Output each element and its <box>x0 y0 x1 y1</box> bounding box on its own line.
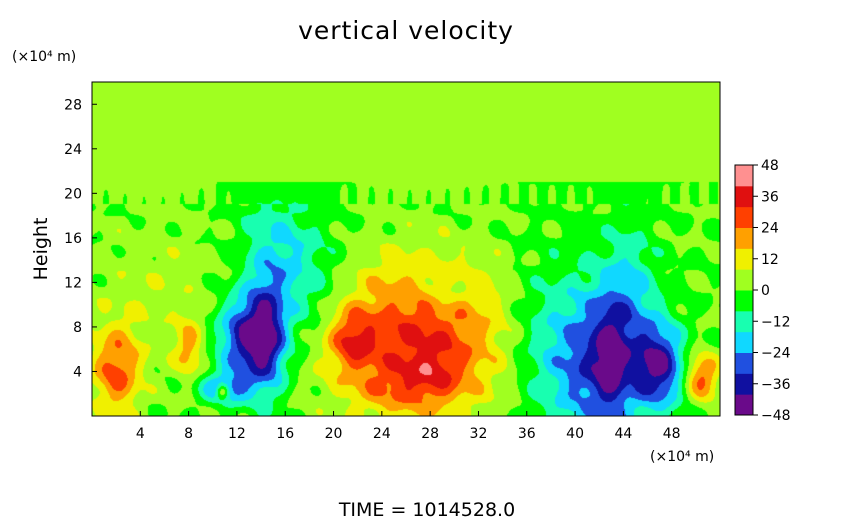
colorbar-label: −24 <box>761 346 791 362</box>
x-tick-label: 36 <box>518 426 536 442</box>
colorbar-swatch <box>735 373 753 395</box>
colorbar-label: 24 <box>761 221 779 237</box>
x-tick-label: 4 <box>136 426 145 442</box>
colorbar-swatch <box>735 185 753 208</box>
colorbar-swatch <box>735 269 753 291</box>
colorbar-swatch <box>735 394 753 416</box>
x-tick-label: 48 <box>663 426 681 442</box>
y-tick-label: 24 <box>64 142 82 158</box>
x-tick-label: 44 <box>614 426 632 442</box>
colorbar-swatch <box>735 331 753 353</box>
x-tick-label: 12 <box>228 426 246 442</box>
x-tick-label: 28 <box>421 426 439 442</box>
x-tick-label: 16 <box>276 426 294 442</box>
x-tick-label: 24 <box>373 426 391 442</box>
colorbar-label: 12 <box>761 252 779 268</box>
x-tick-label: 40 <box>566 426 584 442</box>
y-tick-label: 8 <box>73 320 82 336</box>
y-units-label: (×10⁴ m) <box>12 49 76 65</box>
colorbar-swatch <box>735 206 753 228</box>
x-tick-label: 8 <box>184 426 193 442</box>
plot-frame <box>91 81 721 417</box>
colorbar-swatch <box>735 290 753 312</box>
colorbar-swatch <box>735 352 753 374</box>
heatmap-field <box>92 82 720 416</box>
y-axis-label: Height <box>30 218 52 281</box>
x-units-label: (×10⁴ m) <box>650 449 714 465</box>
colorbar: 48 36 24 12 0 −12 −24 −36 −48 <box>734 158 791 424</box>
colorbar-label: 0 <box>761 283 770 299</box>
y-tick-label: 16 <box>64 231 82 247</box>
y-tick-label: 12 <box>64 275 82 291</box>
colorbar-label: −12 <box>761 314 791 330</box>
chart-title: vertical velocity <box>298 16 514 45</box>
x-axis: 4 8 12 16 20 24 28 32 36 40 44 48 <box>136 411 681 442</box>
colorbar-swatch <box>735 227 753 249</box>
y-tick-label: 28 <box>64 97 82 113</box>
y-tick-label: 20 <box>64 186 82 202</box>
colorbar-swatch <box>735 310 753 333</box>
colorbar-swatch <box>735 248 753 270</box>
colorbar-label: 36 <box>761 189 779 205</box>
y-axis: 4 8 12 16 20 24 28 <box>64 97 97 380</box>
colorbar-swatch <box>735 165 753 187</box>
y-tick-label: 4 <box>73 364 82 380</box>
colorbar-label: −48 <box>761 408 791 424</box>
time-footer: TIME = 1014528.0 <box>338 499 515 519</box>
x-tick-label: 20 <box>325 426 343 442</box>
colorbar-label: −36 <box>761 377 791 393</box>
x-tick-label: 32 <box>470 426 488 442</box>
colorbar-label: 48 <box>761 158 779 174</box>
